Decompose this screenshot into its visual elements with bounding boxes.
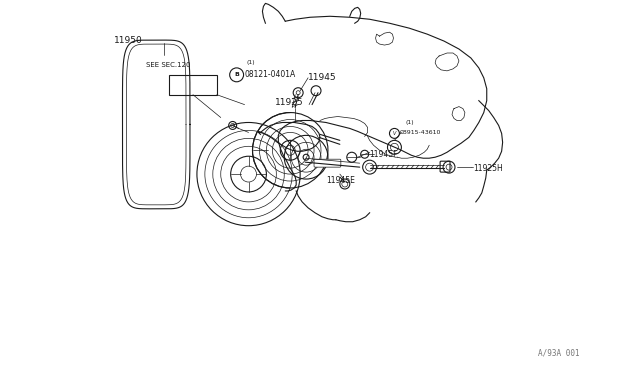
FancyBboxPatch shape bbox=[440, 161, 450, 172]
Text: 11925: 11925 bbox=[275, 98, 304, 107]
Text: B: B bbox=[234, 72, 239, 77]
Text: 11925H: 11925H bbox=[473, 164, 502, 173]
Text: A/93A 001: A/93A 001 bbox=[538, 348, 580, 357]
Text: (1): (1) bbox=[246, 60, 255, 65]
Text: 11950: 11950 bbox=[113, 36, 142, 45]
Bar bbox=[169, 75, 217, 95]
FancyBboxPatch shape bbox=[314, 159, 341, 167]
Text: V: V bbox=[393, 131, 396, 136]
Text: 08915-43610: 08915-43610 bbox=[399, 130, 441, 135]
Text: (1): (1) bbox=[405, 120, 414, 125]
Text: 11945F: 11945F bbox=[370, 150, 398, 159]
Text: 11945: 11945 bbox=[308, 73, 337, 82]
Text: 08121-0401A: 08121-0401A bbox=[244, 70, 296, 79]
Text: 11945E: 11945E bbox=[326, 176, 355, 185]
Text: SEE SEC.120: SEE SEC.120 bbox=[147, 62, 191, 68]
